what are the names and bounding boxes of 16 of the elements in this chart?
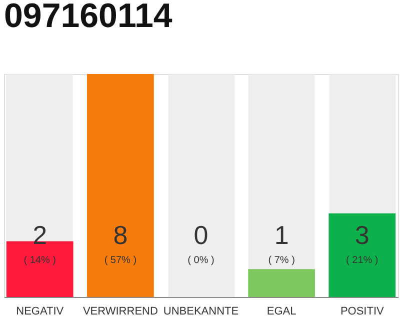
annotation: ( 57% ) <box>104 255 137 266</box>
data-label: 1 <box>274 220 289 250</box>
data-label: 3 <box>354 220 370 250</box>
data-label: 0 <box>194 220 208 250</box>
data-label: 8 <box>113 220 128 250</box>
x-tick-label: EGAL <box>266 306 296 318</box>
annotation: ( 0% ) <box>188 255 214 266</box>
x-tick-label: POSITIV <box>340 306 385 318</box>
chart-title: 097160114 <box>4 0 172 35</box>
annotation: ( 21% ) <box>346 255 378 266</box>
x-tick-label: UNBEKANNTE <box>163 306 239 318</box>
bar <box>248 269 316 297</box>
x-tick-label: NEGATIV <box>16 306 64 318</box>
annotation: ( 14% ) <box>24 255 56 266</box>
annotation: ( 7% ) <box>268 255 295 266</box>
x-tick-label: VERWIRREND <box>82 306 158 318</box>
